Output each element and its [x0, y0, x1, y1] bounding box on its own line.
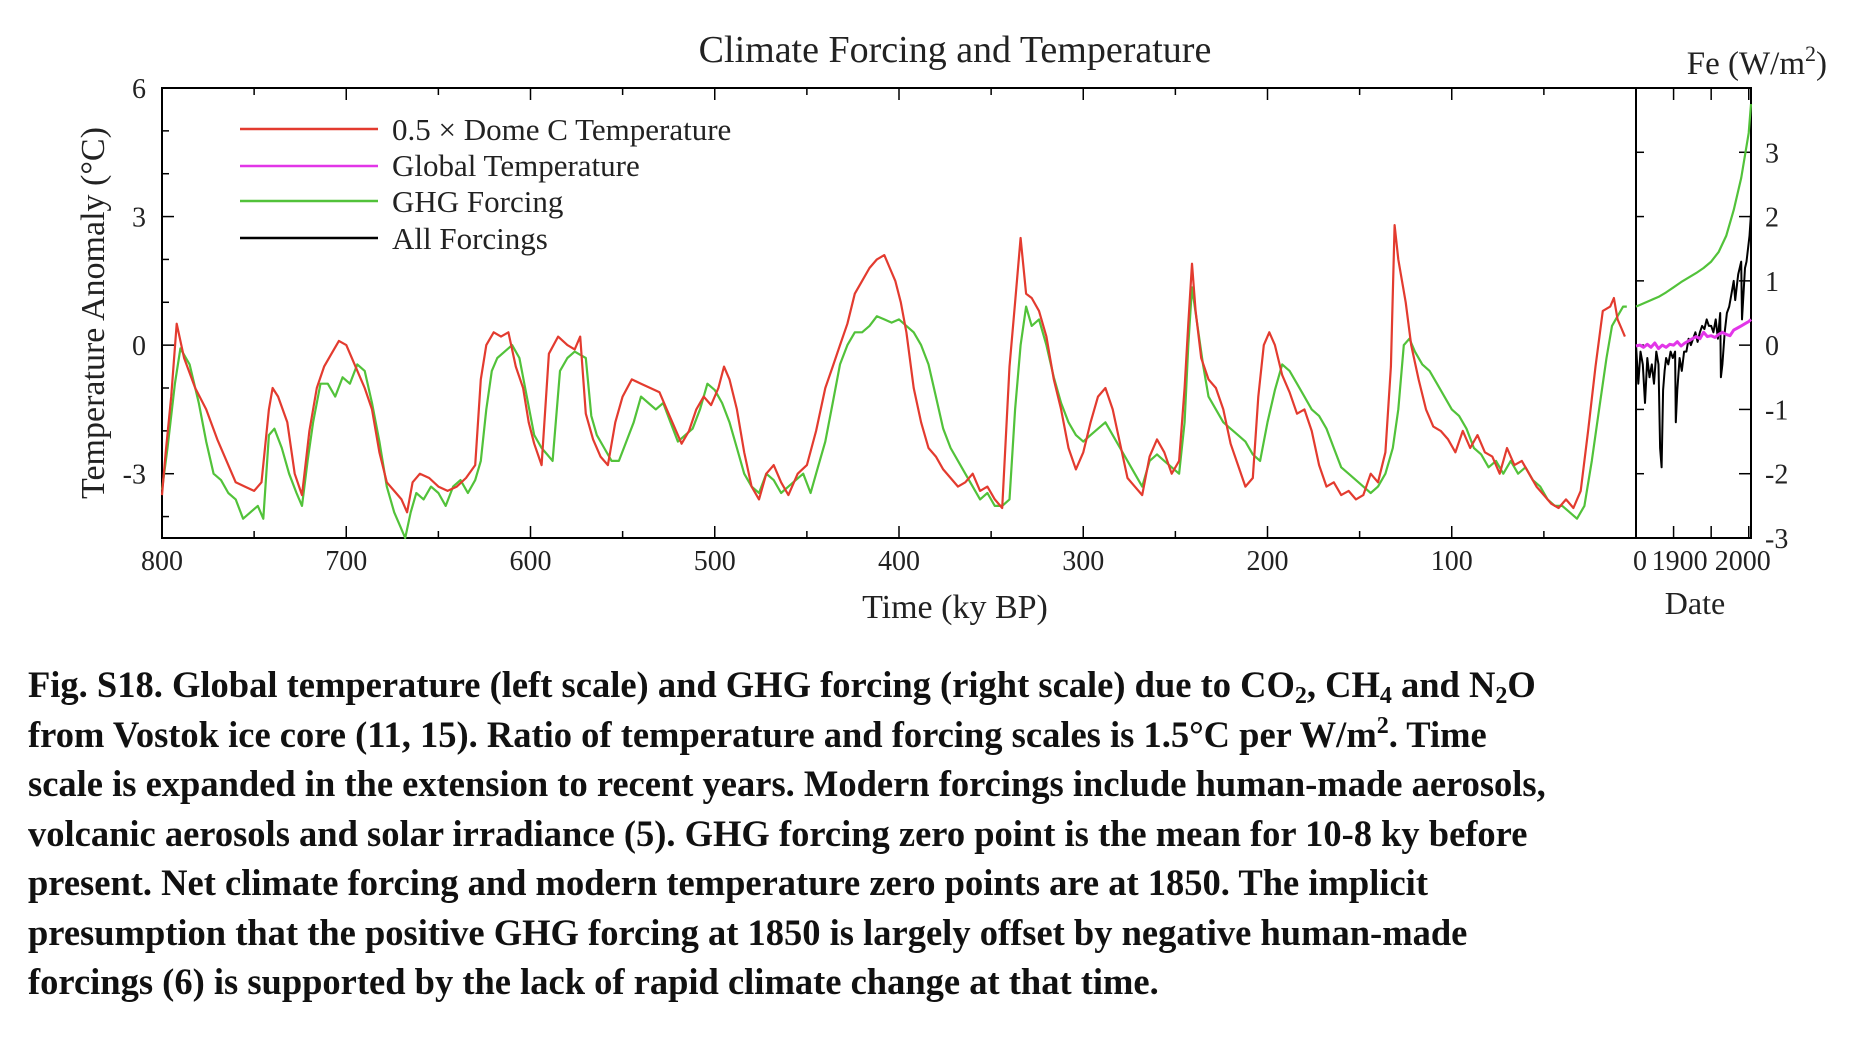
y-tick-label-right: -3 — [1765, 524, 1788, 555]
y-tick-label-left: 3 — [132, 203, 146, 234]
caption-line-4: volcanic aerosols and solar irradiance (… — [28, 812, 1528, 854]
x-tick-label: 100 — [1431, 546, 1473, 577]
y-tick-label-right: -2 — [1765, 460, 1788, 491]
caption-line-1: Fig. S18. Global temperature (left scale… — [28, 664, 1536, 709]
plot-frame — [161, 87, 1752, 539]
series-ghg-forcing — [160, 286, 1627, 540]
y-tick-label-right: 1 — [1765, 267, 1779, 298]
caption-line-3: scale is expanded in the extension to re… — [28, 763, 1546, 804]
y-tick-label-left: 0 — [132, 331, 146, 362]
series-dome-c-temperature — [160, 224, 1626, 514]
legend-label-ghg-forcing: GHG Forcing — [392, 184, 563, 219]
x-tick-label: 600 — [510, 546, 552, 577]
x-tick-label: 700 — [325, 546, 367, 577]
x-axis-label-extension: Date — [1665, 585, 1725, 621]
x-tick-label: 300 — [1062, 546, 1104, 577]
x-tick-label: 800 — [141, 546, 183, 577]
x-tick-label-ext: 0 — [1633, 546, 1647, 577]
y-tick-label-left: 6 — [132, 74, 146, 105]
legend-label-dome-c: 0.5 × Dome C Temperature — [392, 112, 731, 147]
x-tick-label: 500 — [694, 546, 736, 577]
series-global-temperature — [1635, 318, 1753, 351]
y-axis-label-left: Temperature Anomaly (°C) — [75, 127, 112, 499]
y-axis-label-right: Fe (W/m2) — [1687, 41, 1827, 82]
series-ghg-forcing-modern — [1635, 104, 1753, 308]
chart-title: Climate Forcing and Temperature — [699, 29, 1212, 71]
x-tick-label: 400 — [878, 546, 920, 577]
x-tick-label-ext: 1900 — [1652, 546, 1708, 577]
caption-line-7: forcings (6) is supported by the lack of… — [28, 961, 1159, 1002]
caption-line-5: present. Net climate forcing and modern … — [28, 862, 1428, 903]
x-tick-label: 200 — [1247, 546, 1289, 577]
legend: 0.5 × Dome C Temperature Global Temperat… — [240, 112, 731, 256]
series-layer — [160, 104, 1753, 540]
y-tick-label-right: -1 — [1765, 395, 1788, 426]
axis-ticks — [161, 87, 1751, 539]
legend-label-all-forcings: All Forcings — [392, 221, 548, 256]
y-tick-label-right: 2 — [1765, 203, 1779, 234]
y-tick-label-right: 3 — [1765, 138, 1779, 169]
legend-label-global-temperature: Global Temperature — [392, 148, 640, 183]
caption-line-2: from Vostok ice core (11, 15). Ratio of … — [28, 712, 1487, 755]
figure-caption: Fig. S18. Global temperature (left scale… — [28, 660, 1838, 1007]
caption-line-6: presumption that the positive GHG forcin… — [28, 911, 1468, 953]
tick-labels: 800 700 600 500 400 300 200 100 0 1900 2000630-332… — [123, 74, 1789, 577]
y-tick-label-left: -3 — [123, 460, 146, 491]
climate-chart: Climate Forcing and Temperature 800 700 60… — [75, 29, 1827, 626]
x-axis-label: Time (ky BP) — [862, 589, 1048, 626]
y-tick-label-right: 0 — [1765, 331, 1779, 362]
x-tick-label-ext: 2000 — [1715, 546, 1771, 577]
series-all-forcings — [1635, 213, 1752, 469]
